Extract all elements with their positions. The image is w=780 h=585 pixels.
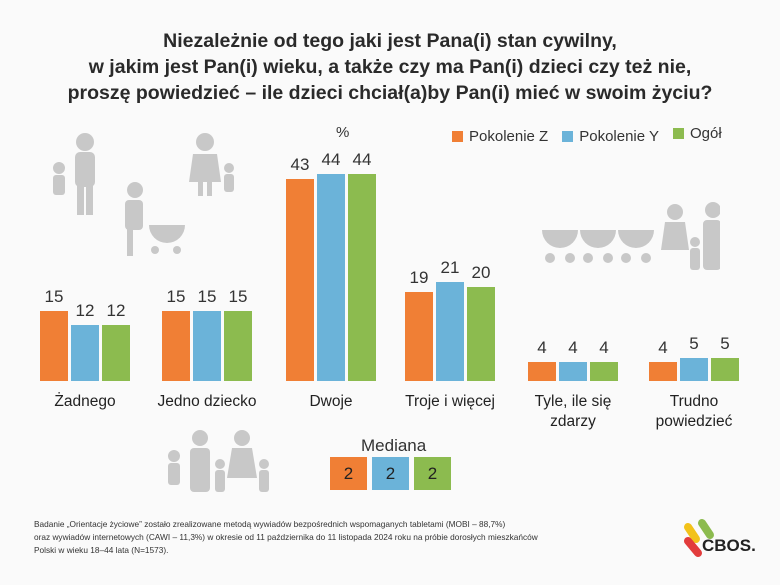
median-all: 2 [414,457,451,490]
family-of-four-silhouette-icon [168,430,269,492]
data-label: 4 [537,338,547,358]
legend-item-all: Ogół [673,125,722,145]
bar [193,310,221,381]
cbos-logo-icon [684,519,714,557]
data-label: 21 [440,258,460,278]
bar [348,174,376,381]
category-label: Tyle, ile się zdarzy [534,393,612,430]
data-label: 15 [166,286,186,306]
bar [467,287,495,381]
data-label: 20 [471,263,491,282]
bar [224,310,252,381]
data-label: 15 [228,286,248,306]
category-label: Dwoje [309,393,353,410]
bar [286,178,314,381]
bar [436,282,464,381]
category-label: Żadnego [54,393,116,410]
category-label: Jedno dziecko [157,393,257,410]
bar [711,357,739,381]
category-label: Trudno powiedzieć [655,393,733,430]
median-y: 2 [372,457,409,490]
mother-child-silhouette-icon [189,133,234,196]
footnote: Badanie „Orientacje życiowe” zostało zre… [34,519,538,555]
median-z: 2 [330,457,367,490]
data-label: 44 [321,150,341,170]
data-label: 12 [106,300,126,320]
bar [102,324,130,381]
data-label: 19 [409,267,429,287]
data-label: 5 [720,333,730,353]
data-label: 15 [44,286,64,306]
bar [590,362,618,381]
legend: Pokolenie Z Pokolenie Y Ogół [452,125,722,145]
data-label: 12 [75,300,95,320]
unit-label: % [336,124,350,141]
category-label: Troje i więcej [405,393,495,410]
strollers-family-silhouette-icon [542,202,720,270]
bar [680,357,708,381]
median-title: Mediana [361,436,427,455]
data-label: 5 [689,333,699,353]
bar [649,362,677,381]
data-label: 44 [352,150,372,170]
bar [71,324,99,381]
data-label: 4 [658,338,668,358]
bar [162,310,190,381]
legend-item-y: Pokolenie Y [562,128,659,145]
legend-item-z: Pokolenie Z [452,128,548,145]
data-label: 4 [568,338,578,358]
cbos-logo-text: CBOS. [702,536,756,555]
data-label: 15 [197,286,217,306]
chart-title: Niezależnie od tego jaki jest Pana(i) st… [67,30,713,104]
bar [559,362,587,381]
bar [40,310,68,381]
bar [317,174,345,381]
family-silhouette-icon [53,133,185,256]
bar [405,291,433,381]
bar-chart: 15 12 12 Żadnego 15 15 15 Jedno dziecko 43 44 44 Dw… [40,150,739,430]
data-label: 4 [599,338,609,358]
bar [528,362,556,381]
data-label: 43 [290,154,310,174]
